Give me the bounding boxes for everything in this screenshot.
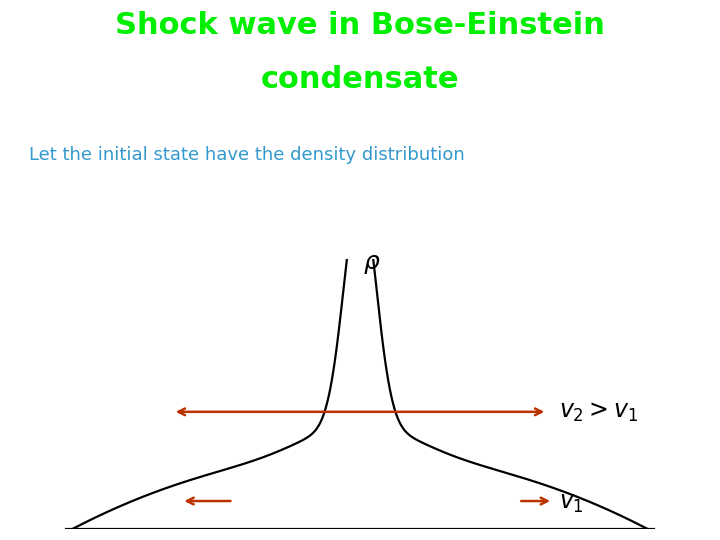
Text: condensate: condensate (261, 65, 459, 94)
Text: $v_2 > v_1$: $v_2 > v_1$ (559, 400, 638, 424)
Text: Let the initial state have the density distribution: Let the initial state have the density d… (29, 146, 464, 164)
Text: $\rho$: $\rho$ (363, 252, 380, 275)
Text: $v_1$: $v_1$ (559, 491, 584, 515)
Text: Shock wave in Bose-Einstein: Shock wave in Bose-Einstein (115, 11, 605, 40)
